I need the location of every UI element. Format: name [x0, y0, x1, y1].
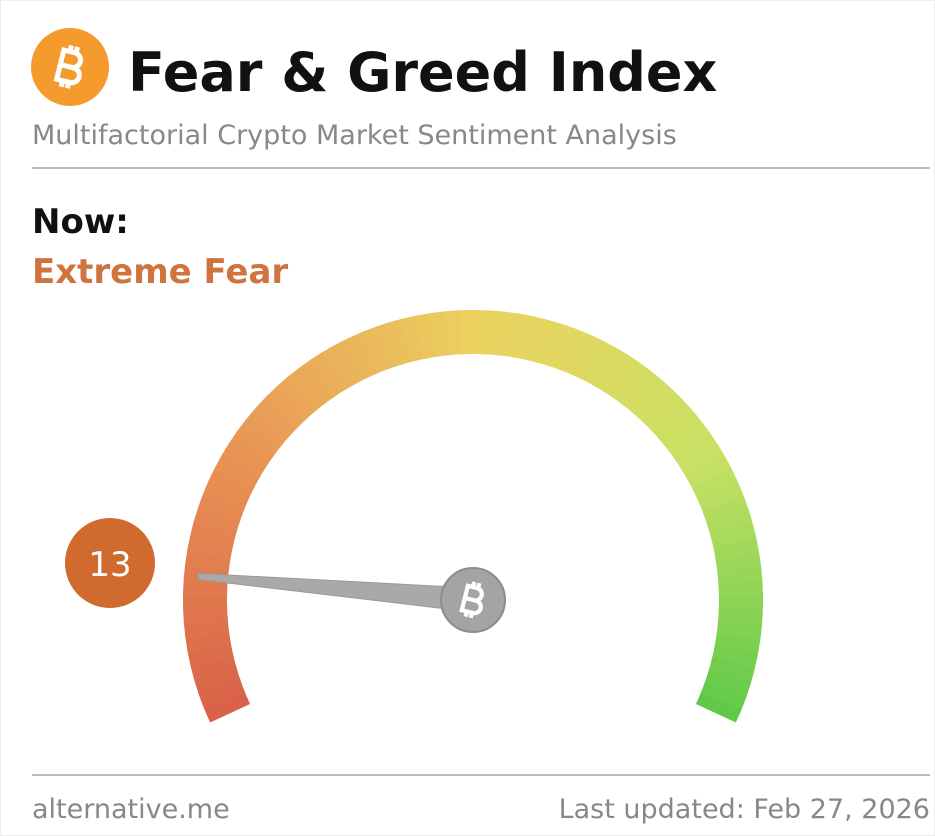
now-label: Now:: [32, 202, 129, 242]
source: alternative.me: [32, 794, 230, 825]
gauge: 13: [65, 310, 763, 723]
logo-glyph: [53, 44, 83, 89]
hub-glyph: [459, 581, 484, 619]
classification: Extreme Fear: [32, 252, 288, 292]
value-label: 13: [88, 545, 131, 585]
gauge-arc-segment: [695, 692, 742, 723]
hub-glyph-path: [459, 581, 484, 619]
value-badge: [65, 518, 155, 608]
subtitle: Multifactorial Crypto Market Sentiment A…: [32, 120, 677, 151]
logo: [31, 28, 109, 106]
last-updated: Last updated: Feb 27, 2026: [559, 794, 930, 825]
title: Fear & Greed Index: [128, 41, 718, 104]
